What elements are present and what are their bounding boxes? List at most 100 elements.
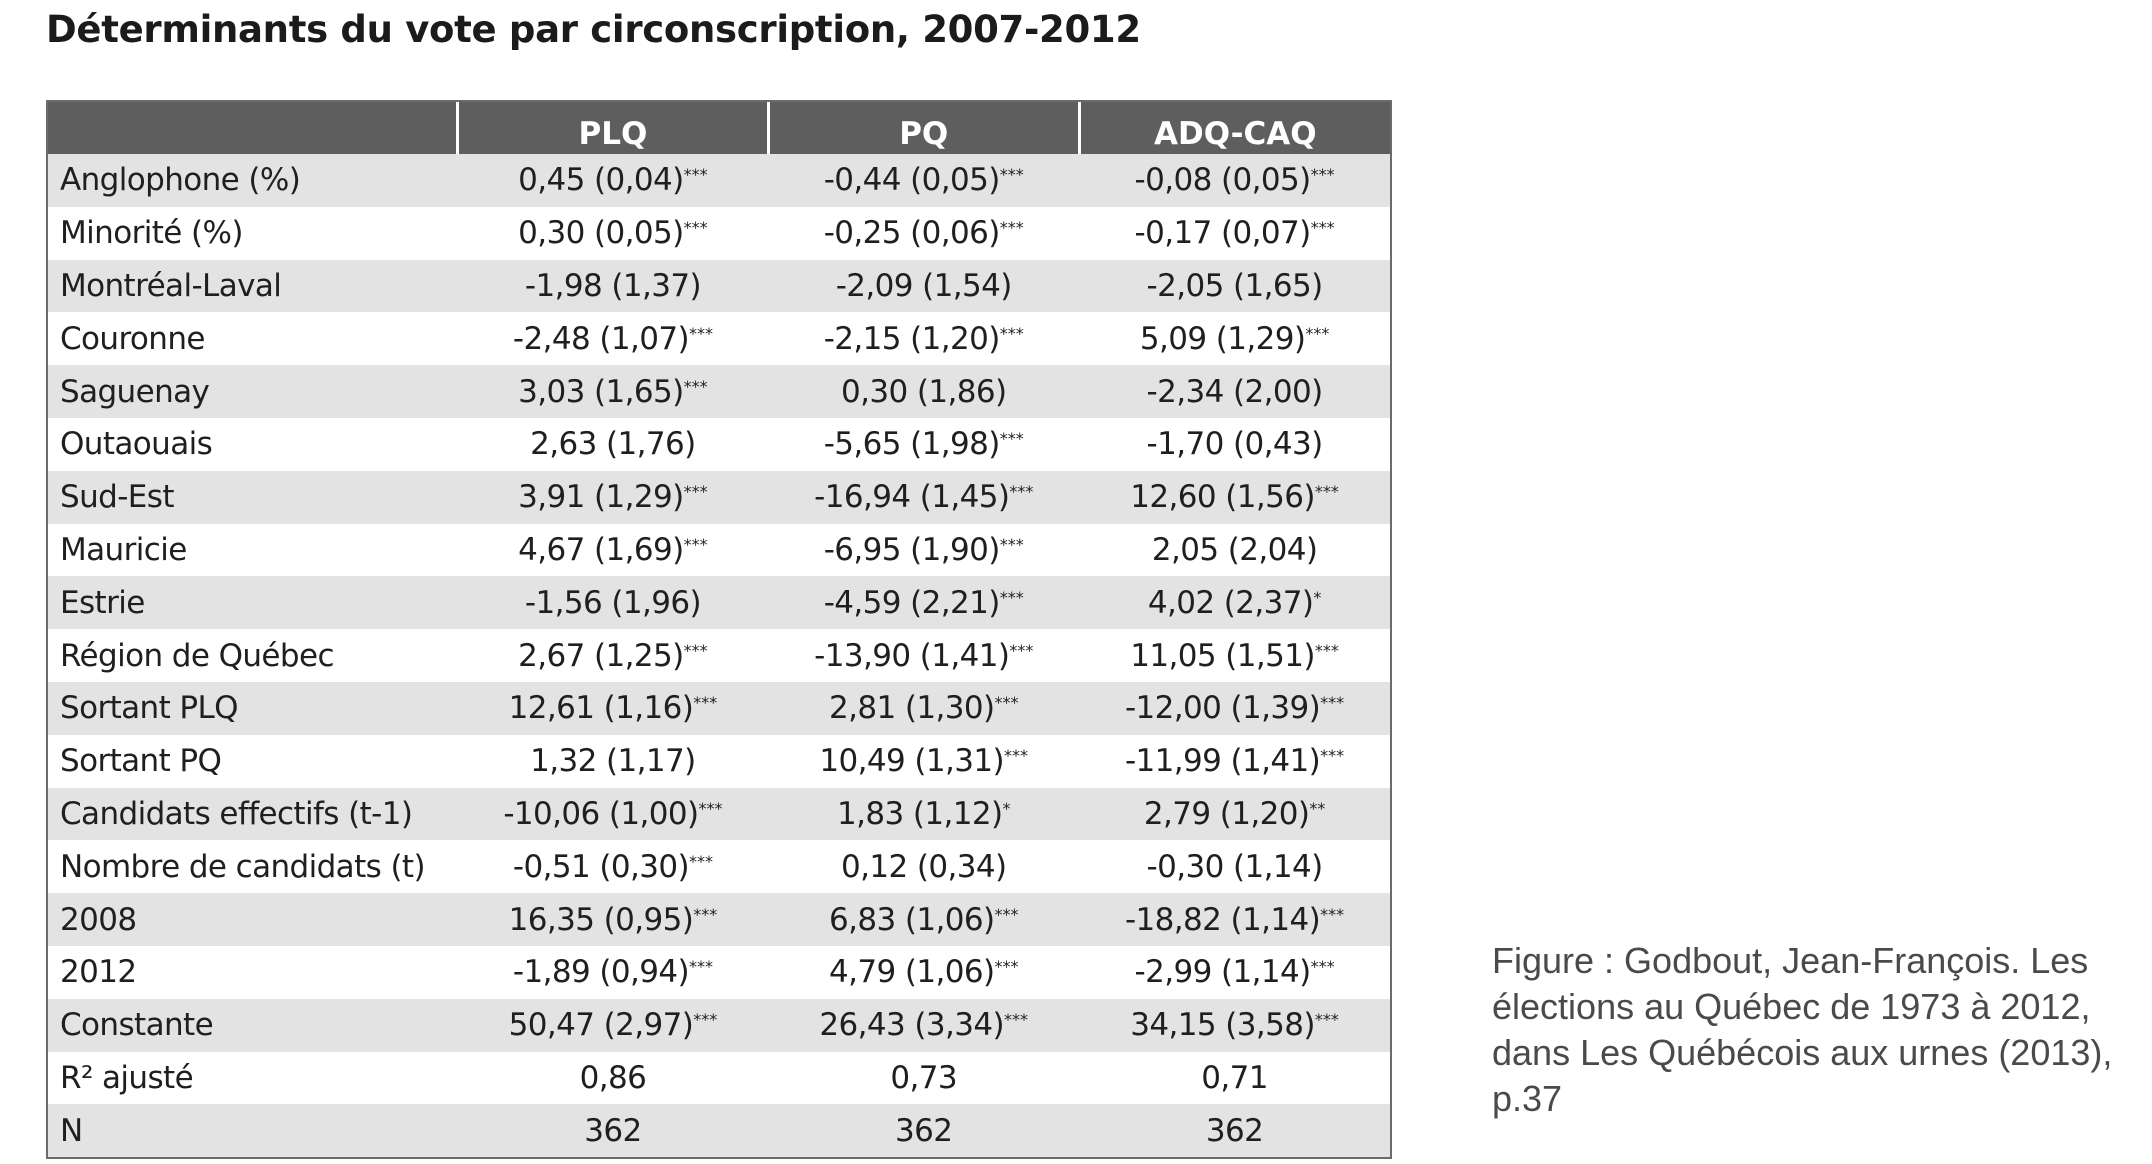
data-table: PLQ PQ ADQ-CAQ Anglophone (%) 0,45 (0,04)… <box>48 102 1390 1158</box>
coefficient-value: -1,56 (1,96) <box>524 584 702 621</box>
coefficient-value: -5,65 (1,98) <box>823 426 1001 463</box>
coefficient-value: 2,67 (1,25) <box>518 637 684 674</box>
coefficient-value: -2,48 (1,07) <box>512 320 690 357</box>
row-label: Nombre de candidats (t) <box>48 840 458 894</box>
plq-cell: 12,61 (1,16)*** <box>457 681 769 735</box>
plq-cell: 3,03 (1,65)*** <box>457 365 769 418</box>
plq-cell: 50,47 (2,97)*** <box>457 998 769 1052</box>
coefficient-value: 0,86 <box>579 1059 647 1096</box>
significance-stars: * <box>1002 798 1011 818</box>
plq-cell: 1,32 (1,17) <box>457 734 769 788</box>
adq-caq-cell: 362 <box>1079 1104 1390 1158</box>
significance-stars: *** <box>693 1010 718 1030</box>
coefficient-value: -2,09 (1,54) <box>835 267 1013 304</box>
significance-stars: *** <box>698 798 723 818</box>
pq-cell: -4,59 (2,21)*** <box>768 576 1080 630</box>
adq-caq-cell: -2,05 (1,65) <box>1079 259 1390 313</box>
row-label: Région de Québec <box>48 629 458 682</box>
adq-caq-cell: -0,30 (1,14) <box>1079 840 1390 894</box>
coefficient-value: -2,34 (2,00) <box>1146 373 1324 410</box>
adq-caq-cell: 34,15 (3,58)*** <box>1079 998 1390 1052</box>
table-row: Sud-Est 3,91 (1,29)*** -16,94 (1,45)*** 12,… <box>48 470 1390 524</box>
significance-stars: *** <box>999 534 1024 554</box>
pq-cell: 1,83 (1,12)* <box>768 787 1080 841</box>
coefficient-value: -4,59 (2,21) <box>823 584 1001 621</box>
coefficient-value: -0,51 (0,30) <box>512 848 690 885</box>
significance-stars: ** <box>1309 798 1326 818</box>
significance-stars: *** <box>999 323 1024 343</box>
coefficient-value: -1,89 (0,94) <box>512 954 690 991</box>
significance-stars: *** <box>1320 904 1345 924</box>
plq-cell: 16,35 (0,95)*** <box>457 893 769 946</box>
regression-table: PLQ PQ ADQ-CAQ Anglophone (%) 0,45 (0,04)… <box>46 100 1392 1160</box>
pq-cell: 6,83 (1,06)*** <box>768 893 1080 946</box>
coefficient-value: -0,30 (1,14) <box>1146 848 1324 885</box>
coefficient-value: 2,81 (1,30) <box>828 690 995 727</box>
row-label: Sortant PLQ <box>48 681 458 735</box>
significance-stars: *** <box>1310 957 1335 977</box>
coefficient-value: -0,44 (0,05) <box>823 162 1001 199</box>
significance-stars: *** <box>688 851 713 871</box>
row-label: 2012 <box>48 945 458 999</box>
plq-cell: -1,89 (0,94)*** <box>457 945 769 999</box>
pq-cell: 0,30 (1,86) <box>768 365 1080 418</box>
coefficient-value: -0,17 (0,07) <box>1134 215 1312 252</box>
coefficient-value: 2,79 (1,20) <box>1143 795 1310 832</box>
pq-cell: -2,15 (1,20)*** <box>768 312 1080 366</box>
pq-cell: 0,73 <box>768 1051 1080 1105</box>
coefficient-value: -2,15 (1,20) <box>823 320 1001 357</box>
significance-stars: *** <box>999 429 1024 449</box>
plq-cell: 362 <box>457 1104 769 1158</box>
coefficient-value: -0,08 (0,05) <box>1134 162 1312 199</box>
row-label: Saguenay <box>48 365 458 418</box>
header-adq-caq: ADQ-CAQ <box>1079 102 1390 154</box>
pq-cell: 4,79 (1,06)*** <box>768 945 1080 999</box>
table-row: Minorité (%) 0,30 (0,05)*** -0,25 (0,06)**… <box>48 206 1390 260</box>
table-row: Couronne -2,48 (1,07)*** -2,15 (1,20)*** 5,… <box>48 312 1390 366</box>
significance-stars: *** <box>683 218 708 238</box>
coefficient-value: -13,90 (1,41) <box>814 637 1010 674</box>
significance-stars: *** <box>999 165 1024 185</box>
significance-stars: *** <box>1004 1010 1029 1030</box>
table-row: Saguenay 3,03 (1,65)*** 0,30 (1,86) -2,34 (… <box>48 365 1390 418</box>
plq-cell: -10,06 (1,00)*** <box>457 787 769 841</box>
table-row: Mauricie 4,67 (1,69)*** -6,95 (1,90)*** 2,0… <box>48 523 1390 577</box>
plq-cell: 0,45 (0,04)*** <box>457 154 769 207</box>
row-label: Couronne <box>48 312 458 366</box>
pq-cell: 26,43 (3,34)*** <box>768 998 1080 1052</box>
table-row: Sortant PQ 1,32 (1,17) 10,49 (1,31)*** -11,… <box>48 734 1390 788</box>
row-label: Sortant PQ <box>48 734 458 788</box>
plq-cell: 0,86 <box>457 1051 769 1105</box>
row-label: Constante <box>48 998 458 1052</box>
coefficient-value: 0,73 <box>890 1059 958 1096</box>
coefficient-value: 0,30 (0,05) <box>518 215 684 252</box>
table-header-row: PLQ PQ ADQ-CAQ <box>48 102 1390 154</box>
adq-caq-cell: -18,82 (1,14)*** <box>1079 893 1390 946</box>
table-body: Anglophone (%) 0,45 (0,04)*** -0,44 (0,05)… <box>48 154 1390 1158</box>
significance-stars: *** <box>999 587 1024 607</box>
adq-caq-cell: 11,05 (1,51)*** <box>1079 629 1390 682</box>
pq-cell: 10,49 (1,31)*** <box>768 734 1080 788</box>
table-row: Région de Québec 2,67 (1,25)*** -13,90 (1,… <box>48 629 1390 682</box>
header-empty <box>48 102 459 154</box>
adq-caq-cell: 2,79 (1,20)** <box>1079 787 1390 841</box>
coefficient-value: 1,32 (1,17) <box>530 743 696 780</box>
adq-caq-cell: -0,08 (0,05)*** <box>1079 154 1390 207</box>
coefficient-value: 12,60 (1,56) <box>1130 479 1315 516</box>
coefficient-value: 50,47 (2,97) <box>508 1007 694 1044</box>
adq-caq-cell: 4,02 (2,37)* <box>1079 576 1390 630</box>
coefficient-value: -2,99 (1,14) <box>1134 954 1312 991</box>
plq-cell: 2,67 (1,25)*** <box>457 629 769 682</box>
significance-stars: *** <box>1320 693 1345 713</box>
table-row: 2008 16,35 (0,95)*** 6,83 (1,06)*** -18,82 … <box>48 893 1390 946</box>
adq-caq-cell: -11,99 (1,41)*** <box>1079 734 1390 788</box>
table-row: 2012 -1,89 (0,94)*** 4,79 (1,06)*** -2,99 (… <box>48 945 1390 999</box>
table-row: Candidats effectifs (t-1) -10,06 (1,00)**… <box>48 787 1390 841</box>
coefficient-value: -6,95 (1,90) <box>823 531 1001 568</box>
table-row: Montréal-Laval -1,98 (1,37) -2,09 (1,54) -2… <box>48 259 1390 313</box>
adq-caq-cell: -2,99 (1,14)*** <box>1079 945 1390 999</box>
coefficient-value: -16,94 (1,45) <box>814 479 1010 516</box>
coefficient-value: -11,99 (1,41) <box>1124 743 1321 780</box>
row-label: Minorité (%) <box>48 206 458 260</box>
header-plq: PLQ <box>457 102 770 154</box>
